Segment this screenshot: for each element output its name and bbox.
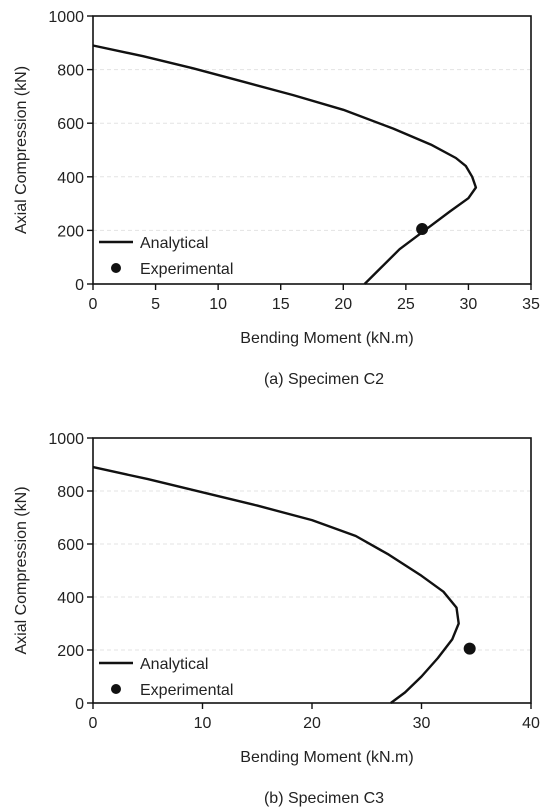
x-tick-label: 10 bbox=[194, 715, 212, 732]
x-tick-label: 10 bbox=[209, 296, 227, 313]
y-tick-label: 200 bbox=[57, 643, 84, 660]
y-tick-label: 400 bbox=[57, 590, 84, 607]
legend-marker-swatch bbox=[111, 684, 121, 694]
legend-marker-swatch bbox=[111, 263, 121, 273]
x-tick-label: 20 bbox=[303, 715, 321, 732]
y-tick-label: 1000 bbox=[48, 431, 84, 448]
x-tick-label: 30 bbox=[460, 296, 478, 313]
y-tick-label: 800 bbox=[57, 63, 84, 80]
y-axis-label: Axial Compression (kN) bbox=[13, 66, 30, 234]
chart-b: 0 200 400 600 800 1000 0 10 20 30 40 Bending Moment… bbox=[13, 431, 540, 807]
x-tick-label: 5 bbox=[151, 296, 160, 313]
legend-label-analytical: Analytical bbox=[140, 235, 208, 252]
x-tick-label: 30 bbox=[413, 715, 431, 732]
y-axis-label: Axial Compression (kN) bbox=[13, 486, 30, 654]
legend-label-analytical: Analytical bbox=[140, 656, 208, 673]
y-tick-label: 200 bbox=[57, 223, 84, 240]
chart-a: 0 200 400 600 800 1000 0 5 10 15 20 25 30 35 Bending M… bbox=[13, 9, 540, 388]
y-tick-label: 0 bbox=[75, 277, 84, 294]
x-tick-label: 20 bbox=[334, 296, 352, 313]
x-axis-label: Bending Moment (kN.m) bbox=[240, 749, 413, 766]
y-tick-label: 1000 bbox=[48, 9, 84, 26]
y-tick-label: 600 bbox=[57, 537, 84, 554]
x-tick-label: 15 bbox=[272, 296, 290, 313]
legend: Analytical Experimental bbox=[99, 235, 233, 278]
legend-label-experimental: Experimental bbox=[140, 261, 233, 278]
series-line-analytical bbox=[92, 465, 460, 704]
data-point-experimental bbox=[463, 642, 476, 655]
y-tick-label: 800 bbox=[57, 484, 84, 501]
x-tick-label: 25 bbox=[397, 296, 415, 313]
y-tick-label: 600 bbox=[57, 116, 84, 133]
legend-label-experimental: Experimental bbox=[140, 682, 233, 699]
x-tick-label: 35 bbox=[522, 296, 540, 313]
x-axis-label: Bending Moment (kN.m) bbox=[240, 330, 413, 347]
legend: Analytical Experimental bbox=[99, 656, 233, 699]
x-tick-label: 0 bbox=[89, 296, 98, 313]
x-tick-label: 40 bbox=[522, 715, 540, 732]
data-point-experimental bbox=[416, 223, 429, 236]
y-tick-label: 400 bbox=[57, 170, 84, 187]
x-tick-label: 0 bbox=[89, 715, 98, 732]
y-tick-label: 0 bbox=[75, 696, 84, 713]
plot-frame bbox=[92, 15, 532, 285]
chart-caption: (b) Specimen C3 bbox=[264, 790, 384, 807]
chart-caption: (a) Specimen C2 bbox=[264, 371, 384, 388]
